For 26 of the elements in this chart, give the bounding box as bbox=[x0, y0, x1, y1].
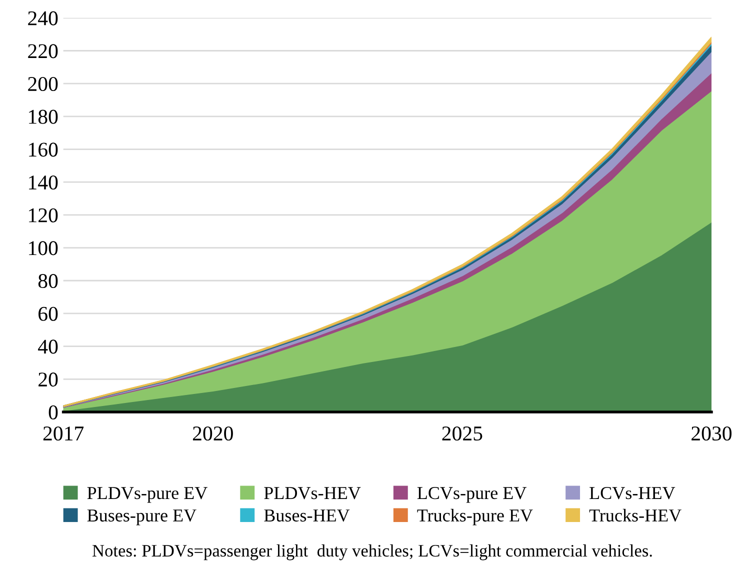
x-tick-label: 2025 bbox=[442, 426, 482, 441]
legend-label: LCVs-HEV bbox=[590, 486, 676, 500]
y-tick-label: 80 bbox=[38, 274, 58, 288]
y-tick-label: 240 bbox=[28, 11, 58, 26]
legend-label: Trucks-HEV bbox=[589, 508, 682, 522]
x-tick-label: 2030 bbox=[692, 426, 732, 441]
y-tick-label: 40 bbox=[38, 340, 58, 354]
y-tick-label: 20 bbox=[38, 372, 58, 387]
legend-label: LCVs-pure EV bbox=[417, 486, 527, 503]
legend-label: PLDVs-pure EV bbox=[87, 487, 208, 503]
x-tick-label: 2017 bbox=[43, 426, 84, 441]
text: Notes: PLDVs=passenger light duty vehicles; LCVs=light commercial vehicles. bbox=[92, 544, 652, 560]
x-tick-label: 2020 bbox=[192, 426, 233, 441]
y-tick-label: 220 bbox=[28, 44, 58, 58]
y-tick-label: 200 bbox=[28, 76, 58, 92]
y-tick-label: 140 bbox=[29, 175, 58, 190]
y-tick-label: 160 bbox=[29, 142, 58, 157]
legend-label: PLDVs-HEV bbox=[264, 487, 361, 500]
y-tick-label: 0 bbox=[48, 405, 58, 420]
legend-label: Buses-HEV bbox=[264, 510, 350, 522]
legend-label: Buses-pure EV bbox=[87, 510, 196, 526]
legend-label: Trucks-pure EV bbox=[417, 508, 533, 526]
y-tick-label: 180 bbox=[29, 110, 58, 124]
y-tick-label: 120 bbox=[29, 208, 58, 222]
y-tick-label: 60 bbox=[38, 306, 58, 321]
y-tick-label: 100 bbox=[29, 241, 58, 256]
